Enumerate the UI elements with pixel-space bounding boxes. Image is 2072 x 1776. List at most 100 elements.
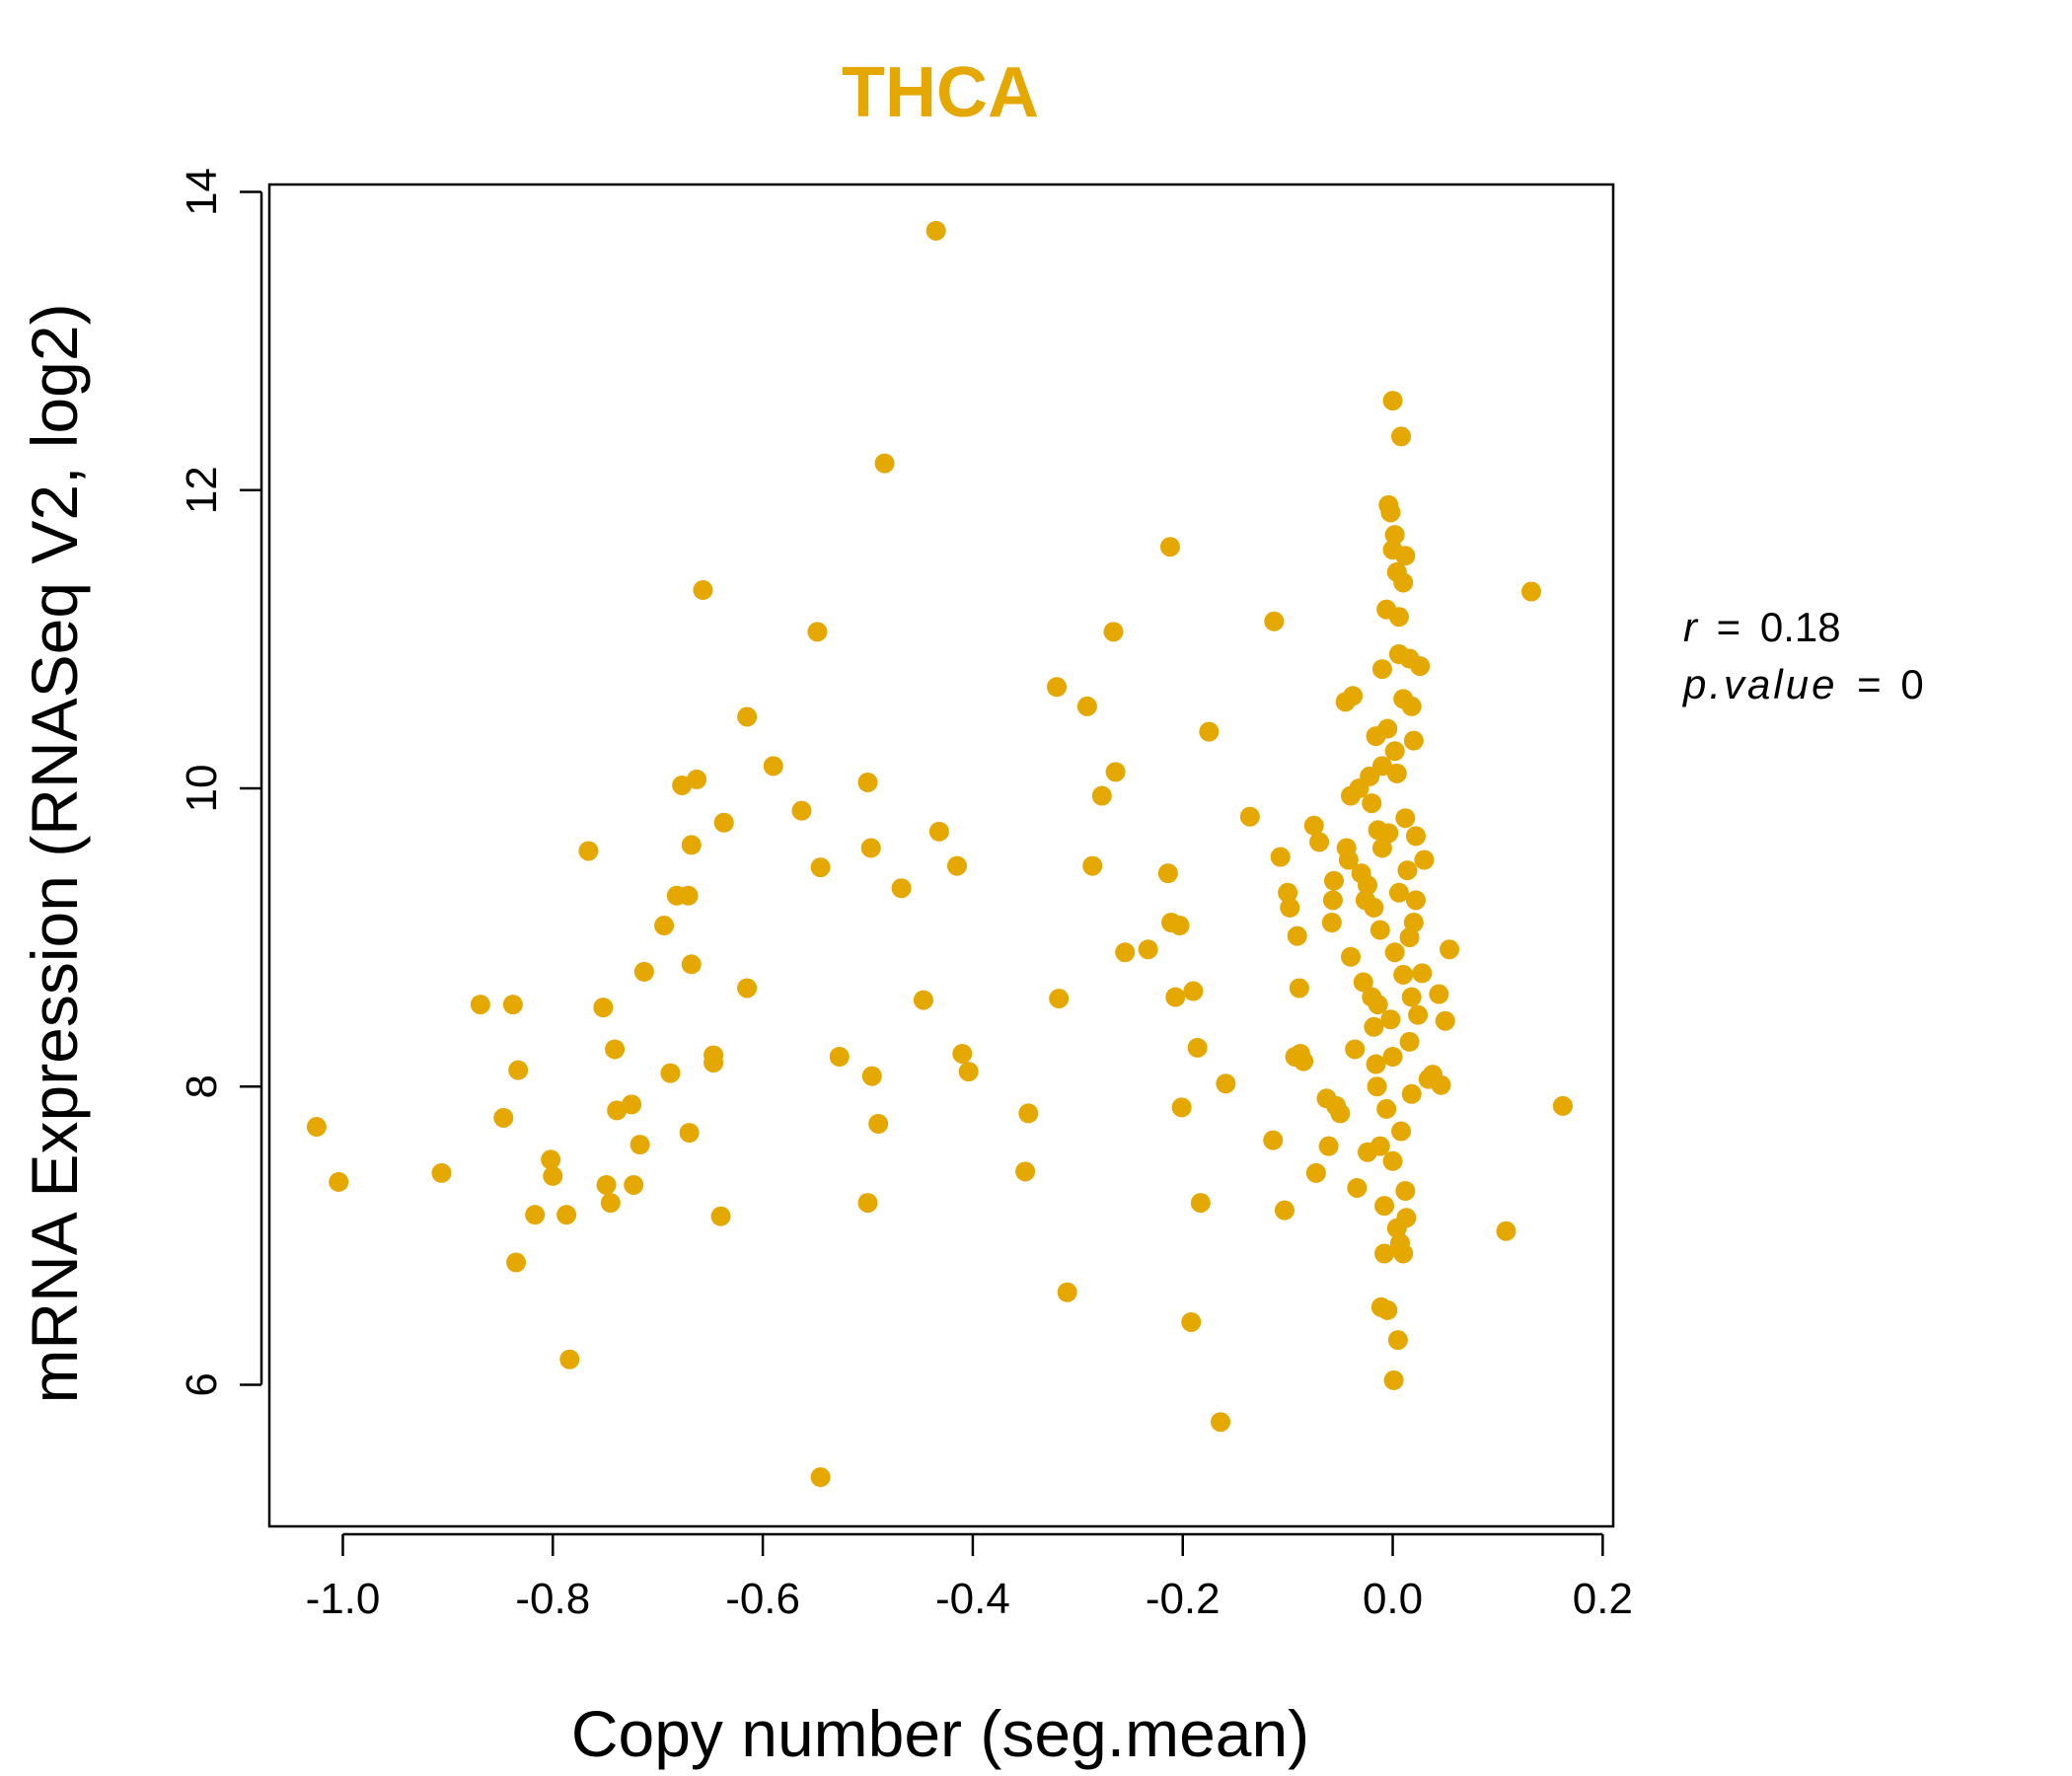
data-point bbox=[1263, 1130, 1284, 1150]
data-point bbox=[952, 1043, 973, 1064]
data-point bbox=[1364, 897, 1384, 918]
data-point bbox=[874, 453, 895, 474]
data-point bbox=[1383, 1369, 1404, 1390]
x-tick-label: -0.8 bbox=[515, 1575, 590, 1623]
data-point bbox=[1049, 989, 1070, 1009]
data-point bbox=[857, 772, 878, 792]
data-point bbox=[1371, 838, 1392, 858]
data-point bbox=[1521, 581, 1542, 602]
data-point bbox=[1190, 1193, 1211, 1214]
data-point bbox=[1105, 762, 1126, 782]
y-tick-label: 8 bbox=[178, 1074, 226, 1098]
data-point bbox=[605, 1039, 626, 1060]
data-point bbox=[1371, 756, 1392, 777]
data-point bbox=[508, 1060, 529, 1080]
p-equals: = bbox=[1857, 661, 1882, 707]
data-point bbox=[541, 1149, 561, 1170]
data-point bbox=[1378, 823, 1399, 844]
data-point bbox=[710, 1206, 731, 1226]
x-tick-label: 0.2 bbox=[1573, 1575, 1633, 1623]
data-point bbox=[1384, 741, 1405, 762]
data-point bbox=[857, 1193, 878, 1214]
data-point bbox=[1376, 1098, 1397, 1119]
data-point bbox=[1138, 939, 1158, 960]
data-point bbox=[1274, 1200, 1295, 1221]
data-point bbox=[1187, 1037, 1208, 1058]
data-point bbox=[1397, 860, 1418, 881]
y-axis: 6 8 10 12 14 bbox=[178, 168, 263, 1397]
data-point bbox=[1384, 942, 1405, 963]
x-tick-label: -0.2 bbox=[1146, 1575, 1221, 1623]
data-point bbox=[1377, 1299, 1398, 1320]
data-point bbox=[1362, 793, 1382, 814]
x-tick-label: 0.0 bbox=[1363, 1575, 1423, 1623]
data-point bbox=[1270, 847, 1291, 867]
data-point bbox=[1391, 1121, 1412, 1142]
data-point bbox=[470, 995, 490, 1015]
data-point bbox=[1343, 686, 1364, 706]
data-point bbox=[1115, 942, 1136, 963]
data-point bbox=[891, 878, 912, 899]
data-point bbox=[596, 1174, 617, 1195]
data-point bbox=[1367, 1076, 1387, 1097]
data-point bbox=[958, 1062, 979, 1082]
data-point bbox=[1305, 1162, 1326, 1183]
data-point bbox=[1380, 502, 1401, 523]
data-point bbox=[681, 835, 702, 855]
x-tick-label: -0.6 bbox=[725, 1575, 800, 1623]
data-point bbox=[1393, 964, 1414, 985]
data-point bbox=[1405, 890, 1426, 911]
data-point bbox=[1369, 1136, 1390, 1156]
data-point bbox=[1395, 1181, 1416, 1201]
data-point bbox=[1435, 1010, 1455, 1031]
p-label: p.value bbox=[1681, 661, 1837, 707]
data-point bbox=[502, 995, 523, 1015]
x-axis-label: Copy number (seg.mean) bbox=[571, 1697, 1309, 1770]
data-point bbox=[1358, 875, 1378, 896]
data-point bbox=[1405, 826, 1426, 847]
data-point bbox=[493, 1107, 514, 1128]
data-point bbox=[1076, 696, 1097, 716]
data-point bbox=[1431, 1074, 1451, 1095]
data-point bbox=[1388, 882, 1409, 903]
data-point bbox=[1169, 916, 1190, 936]
svg-text:r = 0.18: r = 0.18 bbox=[1683, 604, 1841, 650]
data-point bbox=[1322, 890, 1343, 911]
data-point bbox=[1388, 644, 1409, 664]
data-point bbox=[860, 838, 881, 858]
data-point bbox=[687, 769, 707, 789]
data-point bbox=[1199, 721, 1220, 742]
data-point bbox=[1412, 963, 1433, 984]
data-point bbox=[525, 1205, 546, 1225]
data-point bbox=[1211, 1412, 1231, 1433]
r-label: r bbox=[1683, 604, 1699, 650]
data-point bbox=[1366, 1054, 1386, 1074]
data-point bbox=[1183, 981, 1204, 1001]
data-point bbox=[1399, 927, 1420, 948]
data-point bbox=[1403, 913, 1424, 932]
correlation-stats: r = 0.18 p.value = 0 bbox=[1681, 604, 1924, 707]
x-tick-label: -1.0 bbox=[306, 1575, 381, 1623]
data-point bbox=[1278, 882, 1298, 903]
data-point bbox=[1440, 939, 1460, 960]
data-point bbox=[1374, 1243, 1395, 1264]
data-point bbox=[946, 855, 967, 876]
data-point bbox=[654, 916, 675, 936]
data-point bbox=[1369, 920, 1390, 940]
data-point bbox=[925, 220, 946, 241]
data-point bbox=[1280, 897, 1300, 918]
data-point bbox=[1429, 984, 1449, 1004]
data-point bbox=[861, 1066, 882, 1086]
data-point bbox=[1345, 1039, 1366, 1060]
data-point bbox=[1496, 1221, 1517, 1241]
data-point bbox=[913, 990, 933, 1010]
data-point bbox=[1157, 863, 1178, 884]
data-point bbox=[737, 978, 758, 999]
data-point bbox=[1353, 972, 1373, 993]
data-point bbox=[1386, 763, 1407, 783]
data-point bbox=[1340, 946, 1361, 967]
data-point bbox=[1386, 1218, 1407, 1238]
data-point bbox=[622, 1094, 642, 1115]
data-point bbox=[1015, 1161, 1036, 1182]
